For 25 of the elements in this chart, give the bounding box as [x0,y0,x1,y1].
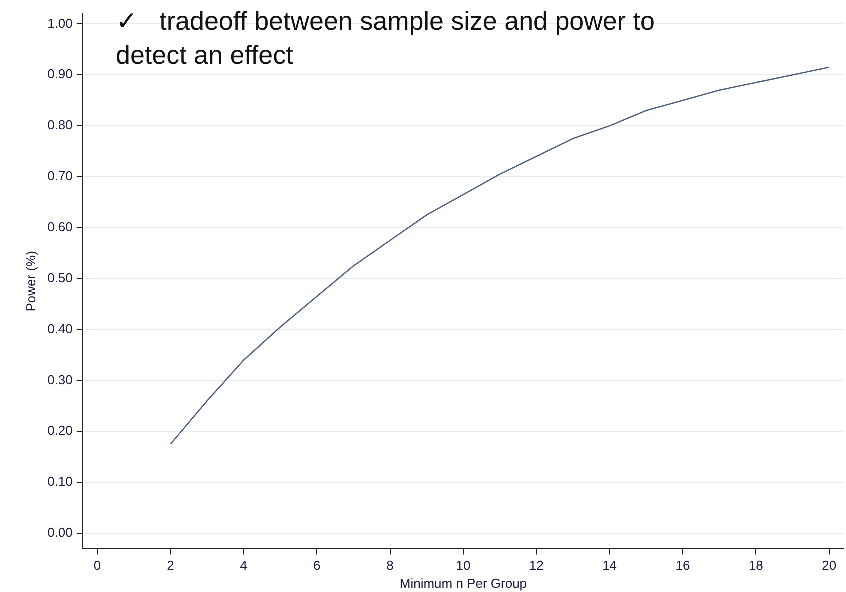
y-tick-label: 0.50 [48,270,73,286]
x-tick-label: 16 [676,558,690,574]
x-tick-label: 10 [456,558,471,574]
x-tick-label: 12 [529,558,544,574]
x-tick-label: 4 [240,558,248,574]
y-tick-label: 0.20 [48,423,73,438]
x-tick-label: 14 [602,558,618,574]
x-tick-label: 2 [167,558,174,574]
y-tick-label: 0.90 [48,66,73,82]
y-tick-label: 0.80 [48,118,73,133]
y-tick-label: 0.70 [48,168,73,184]
annotation: ✓ tradeoff between sample size and power to detect an effect [116,5,656,72]
x-axis-title: Minimum n Per Group [400,576,528,591]
x-tick-label: 18 [748,558,764,574]
x-tick-label: 20 [822,558,837,574]
y-tick-label: 0.00 [48,525,73,540]
y-tick-label: 0.10 [48,474,73,490]
y-tick-label: 0.30 [48,372,73,388]
y-tick-label: 0.40 [48,321,73,336]
x-tick-label: 8 [386,558,394,574]
y-axis-title: Power (%) [23,251,38,312]
x-tick-label: 0 [94,558,102,574]
y-tick-label: 0.60 [48,220,73,234]
y-tick-label: 1.00 [48,16,73,31]
x-tick-label: 6 [313,558,321,574]
